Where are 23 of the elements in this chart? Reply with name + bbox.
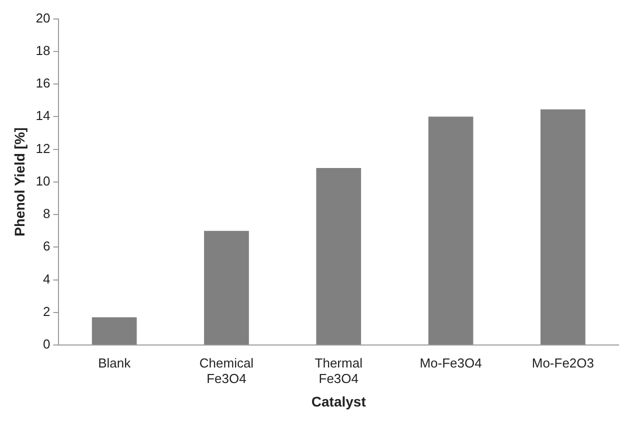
y-tick-label: 6 <box>43 238 50 254</box>
bar <box>316 168 362 344</box>
y-tick-label: 12 <box>36 140 50 156</box>
y-tick-label: 2 <box>43 304 50 319</box>
x-tick-label: Thermal Fe3O4 <box>314 355 363 386</box>
x-tick-label: Mo-Fe2O3 <box>532 355 594 370</box>
y-tick-label: 4 <box>43 271 50 286</box>
y-tick-label: 18 <box>36 43 50 58</box>
y-tick-label: 0 <box>43 336 50 352</box>
bar <box>92 317 137 344</box>
x-tick-label: Mo-Fe3O4 <box>420 355 482 370</box>
y-tick-label: 16 <box>36 76 50 91</box>
x-tick-label: Chemical Fe3O4 <box>199 355 254 386</box>
y-tick-label: 8 <box>43 206 50 222</box>
y-tick-label: 10 <box>36 173 50 188</box>
x-axis-title: Catalyst <box>311 393 366 410</box>
y-axis-title: Phenol Yield [%] <box>11 127 28 236</box>
y-tick-label: 20 <box>36 10 50 26</box>
bar <box>428 116 474 344</box>
bar <box>540 109 586 344</box>
bar <box>204 230 249 344</box>
y-tick-label: 14 <box>36 108 50 124</box>
x-tick-label: Blank <box>98 355 132 370</box>
